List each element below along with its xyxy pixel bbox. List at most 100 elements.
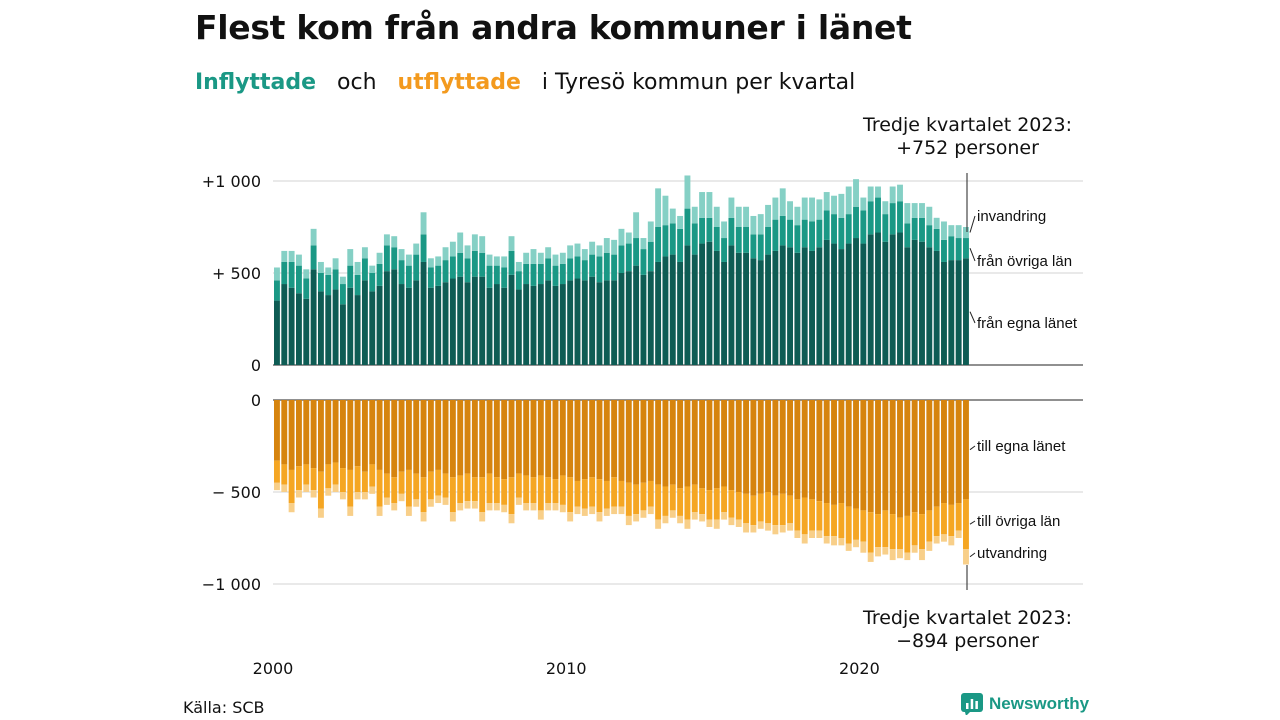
bar-out-0 [303,400,310,465]
x-tick-label: 2000 [253,659,294,678]
bar-in-1 [427,267,434,288]
bar-out-1 [750,495,757,526]
bar-out-2 [743,523,750,533]
bar-out-0 [369,400,376,465]
bar-in-0 [581,280,588,365]
bar-in-0 [882,241,889,365]
bar-out-1 [449,477,456,513]
bar-in-2 [757,214,764,235]
bar-in-1 [919,217,925,242]
y-tick-label-top: 0 [251,356,261,375]
bar-out-2 [911,545,918,553]
bar-in-0 [655,261,662,365]
bar-out-1 [691,484,698,513]
bar-out-1 [325,464,332,489]
bar-in-2 [552,254,559,266]
bar-in-2 [486,254,493,266]
series-label-utvandring: utvandring [977,545,1047,562]
bar-in-1 [662,225,669,257]
bar-in-0 [735,252,742,365]
bar-out-1 [640,482,647,511]
bar-in-1 [274,280,280,301]
bar-out-0 [347,400,354,470]
bar-out-1 [398,471,405,494]
bar-in-0 [794,252,801,365]
bar-in-0 [559,284,566,365]
bar-in-2 [831,195,837,215]
bar-in-1 [933,228,940,251]
bar-in-2 [699,192,706,218]
bar-out-0 [398,400,405,472]
bar-in-0 [523,284,530,365]
bar-in-0 [537,284,544,365]
bar-out-0 [853,400,859,509]
bar-in-2 [581,249,588,261]
bar-out-2 [281,484,288,492]
bar-out-0 [574,400,581,481]
bar-in-2 [926,206,933,226]
bar-in-2 [457,232,464,253]
bar-in-2 [823,192,830,211]
bar-out-1 [926,510,933,542]
bar-in-1 [889,203,896,235]
leader-bottom [969,552,976,558]
bar-in-1 [882,214,889,242]
bar-out-1 [787,495,793,524]
bar-in-2 [405,254,412,266]
bar-out-1 [471,477,478,502]
bar-in-0 [361,280,368,365]
bar-out-0 [413,400,420,474]
bar-out-2 [317,508,324,518]
bar-out-2 [427,499,434,507]
bar-in-2 [765,204,772,227]
bar-out-2 [442,497,449,505]
bar-out-1 [794,499,801,531]
bar-in-1 [721,238,728,262]
bar-in-0 [845,243,852,365]
bar-out-0 [618,400,625,481]
bar-in-0 [772,250,779,365]
subtitle-inflyttade: Inflyttade [195,70,317,95]
bar-in-0 [889,234,896,365]
bar-out-1 [457,475,464,504]
bar-out-0 [889,400,896,515]
bar-out-1 [699,488,706,515]
bar-in-0 [464,282,471,365]
bar-in-2 [427,258,434,268]
leader-top [969,311,976,324]
bar-out-0 [904,400,911,516]
bar-in-0 [574,278,581,365]
bar-out-1 [816,501,823,531]
bar-in-2 [611,239,618,255]
bar-in-1 [713,227,720,251]
bar-in-1 [867,201,874,235]
bar-in-0 [332,289,339,365]
bar-in-1 [669,223,676,255]
bar-in-2 [493,256,500,266]
bar-in-1 [391,247,398,270]
bar-out-1 [537,475,544,511]
bar-out-0 [471,400,478,478]
bar-in-1 [479,252,486,277]
bar-out-0 [611,400,618,478]
bar-out-0 [750,400,757,496]
bar-in-2 [882,201,889,215]
bar-in-1 [743,227,750,253]
bar-in-0 [728,245,735,365]
bar-out-2 [765,523,772,531]
bar-out-0 [941,400,947,504]
bar-in-0 [750,258,757,365]
bar-out-0 [325,400,332,465]
bar-out-1 [845,506,852,544]
bar-in-1 [823,210,830,240]
bar-out-1 [882,510,889,548]
annotation-bottom-line2: −894 personer [896,630,1039,652]
bar-in-0 [317,291,324,365]
bar-in-0 [823,239,830,365]
bar-out-2 [867,552,874,562]
bar-out-2 [545,503,552,511]
bar-in-2 [574,243,581,257]
bar-in-1 [530,263,537,286]
bar-out-0 [728,400,735,491]
bar-out-0 [963,400,969,500]
